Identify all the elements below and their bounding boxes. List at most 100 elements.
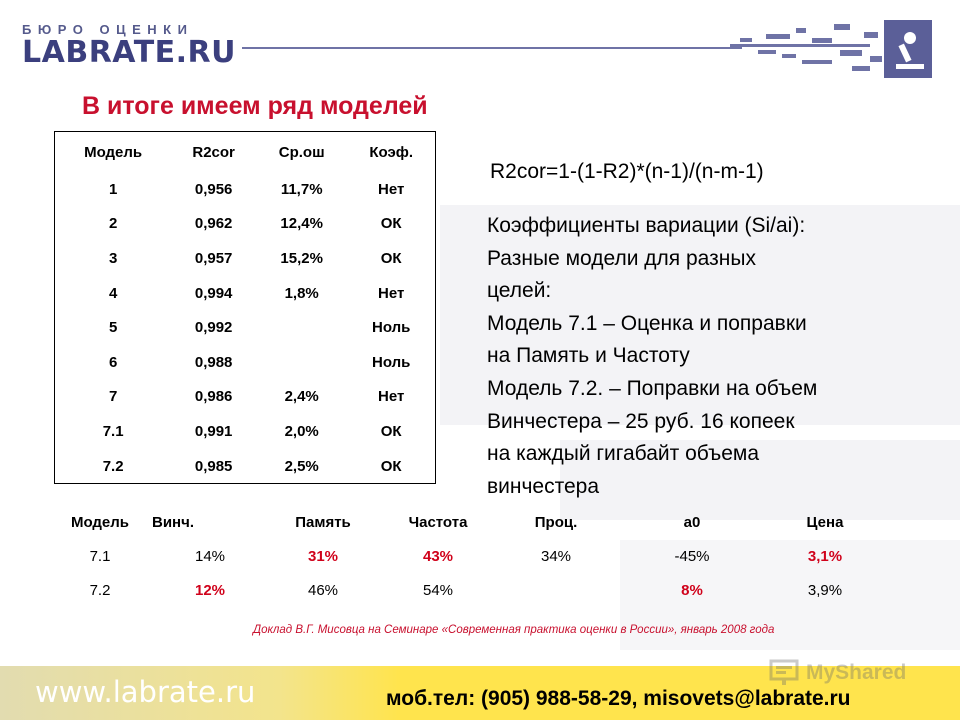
footer-bar [0,666,960,720]
table-cell: 1,8% [284,284,319,302]
model-table: Модель R2cor Ср.ош Коэф. 1 0,956 11,7% Н… [54,131,436,485]
table-cell: 15,2% [280,249,323,267]
table-cell: 2 [108,215,118,233]
table-cell: Ноль [371,319,411,337]
table-cell: 0,994 [194,284,233,302]
watermark: MyShared [768,659,928,689]
factor-cell [498,573,614,607]
bg-shape [620,540,960,650]
citation: Доклад В.Г. Мисовца на Семинаре «Совреме… [253,624,775,636]
table-row: 7 0,986 2,4% Нет [55,380,436,415]
table-cell: Нет [378,388,405,406]
factor-header-cell: Проц. [534,514,578,531]
table-row: 1 0,956 11,7% Нет [55,172,436,207]
factor-header-row: Модель Винч. Память Частота Проц. a0 Цен… [48,506,880,539]
factor-cell: 43% [422,547,454,565]
table-cell: ОК [380,457,402,475]
table-cell: 3 [108,249,118,267]
table-cell: 0,956 [194,180,233,198]
notes-line: Модель 7.1 – Оценка и поправки [487,311,807,335]
table-row: 7.2 0,985 2,5% ОК [55,449,436,484]
table-cell: 0,985 [194,457,233,475]
header-decoration-icon [730,20,932,78]
table-cell: 0,988 [194,353,233,371]
logo: БЮРО ОЦЕНКИ LABRATE.RU [22,22,237,78]
table-header-row: Модель R2cor Ср.ош Коэф. [55,132,436,173]
presentation-icon [769,659,799,685]
notes-block: Коэффициенты вариации (Si/ai): Разные мо… [487,210,927,503]
logo-subtitle: БЮРО ОЦЕНКИ [22,22,194,37]
notes-line: на Память и Частоту [487,344,690,368]
table-row: 4 0,994 1,8% Нет [55,276,436,311]
notes-line: Модель 7.2. – Поправки на объем [487,376,818,400]
factor-header-cell: Память [295,514,351,531]
factor-header-cell: Винч. [152,514,194,531]
factor-cell: 8% [681,581,703,599]
table-cell [256,310,347,345]
table-cell: 0,992 [194,319,233,337]
table-row: 7.1 0,991 2,0% ОК [55,414,436,449]
factor-cell: 31% [307,547,339,565]
factor-header-cell: Модель [70,514,130,531]
table-cell: Нет [378,284,405,302]
notes-line: винчестера [487,474,600,498]
factor-row: 7.1 14% 31% 43% 34% -45% 3,1% [48,539,880,573]
formula-text: R2cor=1-(1-R2)*(n-1)/(n-m-1) [490,160,764,183]
notes-line: Разные модели для разных [487,246,756,270]
table-cell: 1 [108,180,118,198]
table-row: 2 0,962 12,4% ОК [55,207,436,242]
table-cell: ОК [380,422,402,440]
table-cell: 4 [108,284,118,302]
footer-gradient [0,666,400,720]
notes-line: целей: [487,279,552,303]
table-header-cell: R2cor [192,143,235,161]
table-cell: 12,4% [280,215,323,233]
factor-row: 7.2 12% 46% 54% 8% 3,9% [48,573,880,607]
table-row: 6 0,988 Ноль [55,345,436,380]
notes-line: на каждый гигабайт объема [487,442,760,466]
table-cell: 2,5% [284,457,319,475]
table-cell [256,345,347,380]
factor-header-cell: Частота [408,514,468,531]
table-cell: 0,957 [194,249,233,267]
footer-contacts: моб.тел: (905) 988-58-29, misovets@labra… [386,687,851,710]
table-cell: 7.1 [102,422,124,440]
logo-title: LABRATE.RU [22,35,237,70]
table-cell: 0,991 [194,422,233,440]
factor-cell: 3,1% [807,547,843,565]
table-cell: 0,986 [194,388,233,406]
notes-line: Винчестера – 25 руб. 16 копеек [487,409,795,433]
factor-cell: 54% [422,581,454,599]
factor-table: Модель Винч. Память Частота Проц. a0 Цен… [48,506,880,607]
table-cell: 11,7% [280,180,323,198]
table-row: 3 0,957 15,2% ОК [55,241,436,276]
table-header-cell: Модель [84,143,143,161]
table-cell: Ноль [371,353,411,371]
bg-shape [440,205,960,425]
table-cell: ОК [380,249,402,267]
table-cell: 2,0% [284,422,319,440]
table-header-cell: Ср.ош [278,143,325,161]
bg-shape [560,440,960,520]
footer-url-link[interactable]: www.labrate.ru [35,675,256,709]
notes-line: Коэффициенты вариации (Si/ai): [487,214,806,237]
table-cell: 7 [108,388,118,406]
factor-cell: 12% [194,581,226,599]
factor-header-cell: a0 [683,514,701,531]
table-header-cell: Коэф. [369,143,414,161]
table-cell: 7.2 [102,457,124,475]
factor-cell: 14% [194,547,226,565]
table-cell: 0,962 [194,215,233,233]
table-cell: 2,4% [284,388,319,406]
watermark-text: MyShared [806,661,907,684]
factor-cell: 7.1 [89,547,111,565]
factor-header-cell: Цена [806,514,844,531]
factor-cell: -45% [674,547,710,565]
table-cell: 5 [108,319,118,337]
factor-cell: 7.2 [89,581,111,599]
table-cell: ОК [380,215,402,233]
table-row: 5 0,992 Ноль [55,310,436,345]
slide-title: В итоге имеем ряд моделей [82,92,428,120]
table-cell: Нет [378,180,405,198]
factor-cell: 46% [307,581,339,599]
